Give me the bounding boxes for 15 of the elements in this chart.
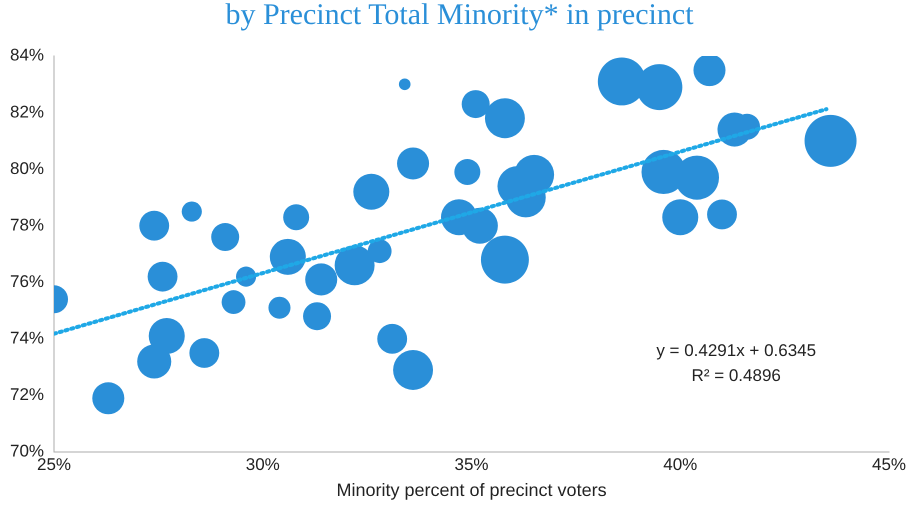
y-tick-label: 76% bbox=[10, 272, 44, 291]
y-tick-label: 78% bbox=[10, 215, 44, 234]
x-tick-label: 35% bbox=[454, 454, 489, 474]
y-tick-label: 74% bbox=[10, 328, 44, 348]
annotation: y = 0.4291x + 0.6345 bbox=[656, 341, 816, 360]
y-tick-label: 82% bbox=[10, 102, 44, 122]
x-tick-label: 45% bbox=[872, 454, 906, 474]
chart-title: by Precinct Total Minority* in precinct bbox=[224, 0, 695, 31]
annotation: R² = 0.4896 bbox=[692, 366, 781, 385]
x-tick-label: 40% bbox=[663, 454, 698, 474]
x-axis-title: Minority percent of precinct voters bbox=[336, 480, 607, 500]
y-tick-label: 84% bbox=[10, 46, 44, 65]
y-tick-label: 80% bbox=[10, 158, 44, 178]
y-tick-label: 72% bbox=[10, 385, 44, 404]
x-tick-label: 30% bbox=[246, 454, 280, 474]
